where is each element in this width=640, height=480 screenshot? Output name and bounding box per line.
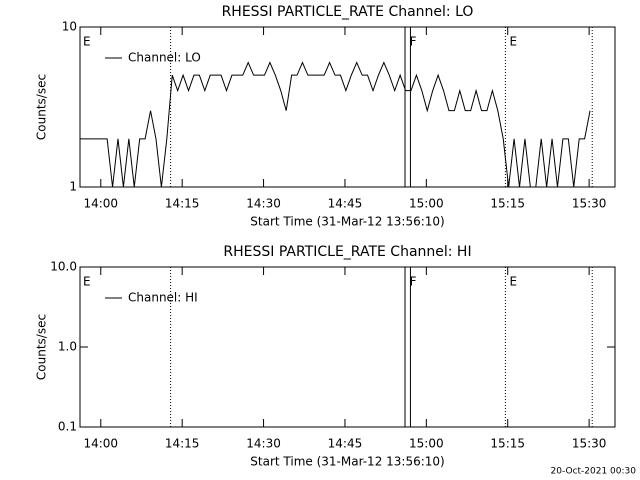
y-tick-label: 1 (69, 180, 77, 194)
plot-frame (79, 26, 616, 188)
y-tick-label: 10.0 (50, 260, 77, 274)
x-tick-label: 15:00 (409, 437, 444, 451)
x-tick-label: 14:45 (328, 197, 363, 211)
chart-title: RHESSI PARTICLE_RATE Channel: HI (223, 244, 471, 260)
chart-title: RHESSI PARTICLE_RATE Channel: LO (222, 4, 474, 20)
x-tick-label: 14:30 (246, 437, 281, 451)
x-tick-label: 14:00 (83, 197, 118, 211)
x-tick-label: 14:15 (165, 437, 200, 451)
y-axis-label: Counts/sec (35, 314, 49, 380)
x-tick-label: 14:15 (165, 197, 200, 211)
x-tick-label: 15:30 (572, 197, 607, 211)
flag-label: F (410, 275, 417, 289)
flag-label: F (410, 35, 417, 49)
y-tick-label: 0.1 (58, 420, 77, 434)
y-tick-label: 10 (62, 20, 77, 34)
x-tick-label: 15:30 (572, 437, 607, 451)
x-axis-label: Start Time (31-Mar-12 13:56:10) (250, 215, 444, 229)
x-tick-label: 14:45 (328, 437, 363, 451)
legend-label: Channel: HI (128, 291, 198, 305)
x-tick-label: 14:00 (83, 437, 118, 451)
x-tick-label: 14:30 (246, 197, 281, 211)
legend-label: Channel: LO (128, 51, 201, 65)
x-tick-label: 15:00 (409, 197, 444, 211)
flag-label: E (509, 275, 517, 289)
x-axis-label: Start Time (31-Mar-12 13:56:10) (250, 455, 444, 469)
flag-label: E (83, 275, 91, 289)
flag-label: E (83, 35, 91, 49)
x-tick-label: 15:15 (490, 197, 525, 211)
timestamp: 20-Oct-2021 00:30 (551, 467, 637, 477)
flag-label: E (509, 35, 517, 49)
y-tick-label: 1.0 (58, 340, 77, 354)
data-line (80, 61, 591, 187)
x-tick-label: 15:15 (490, 437, 525, 451)
y-axis-label: Counts/sec (35, 74, 49, 140)
